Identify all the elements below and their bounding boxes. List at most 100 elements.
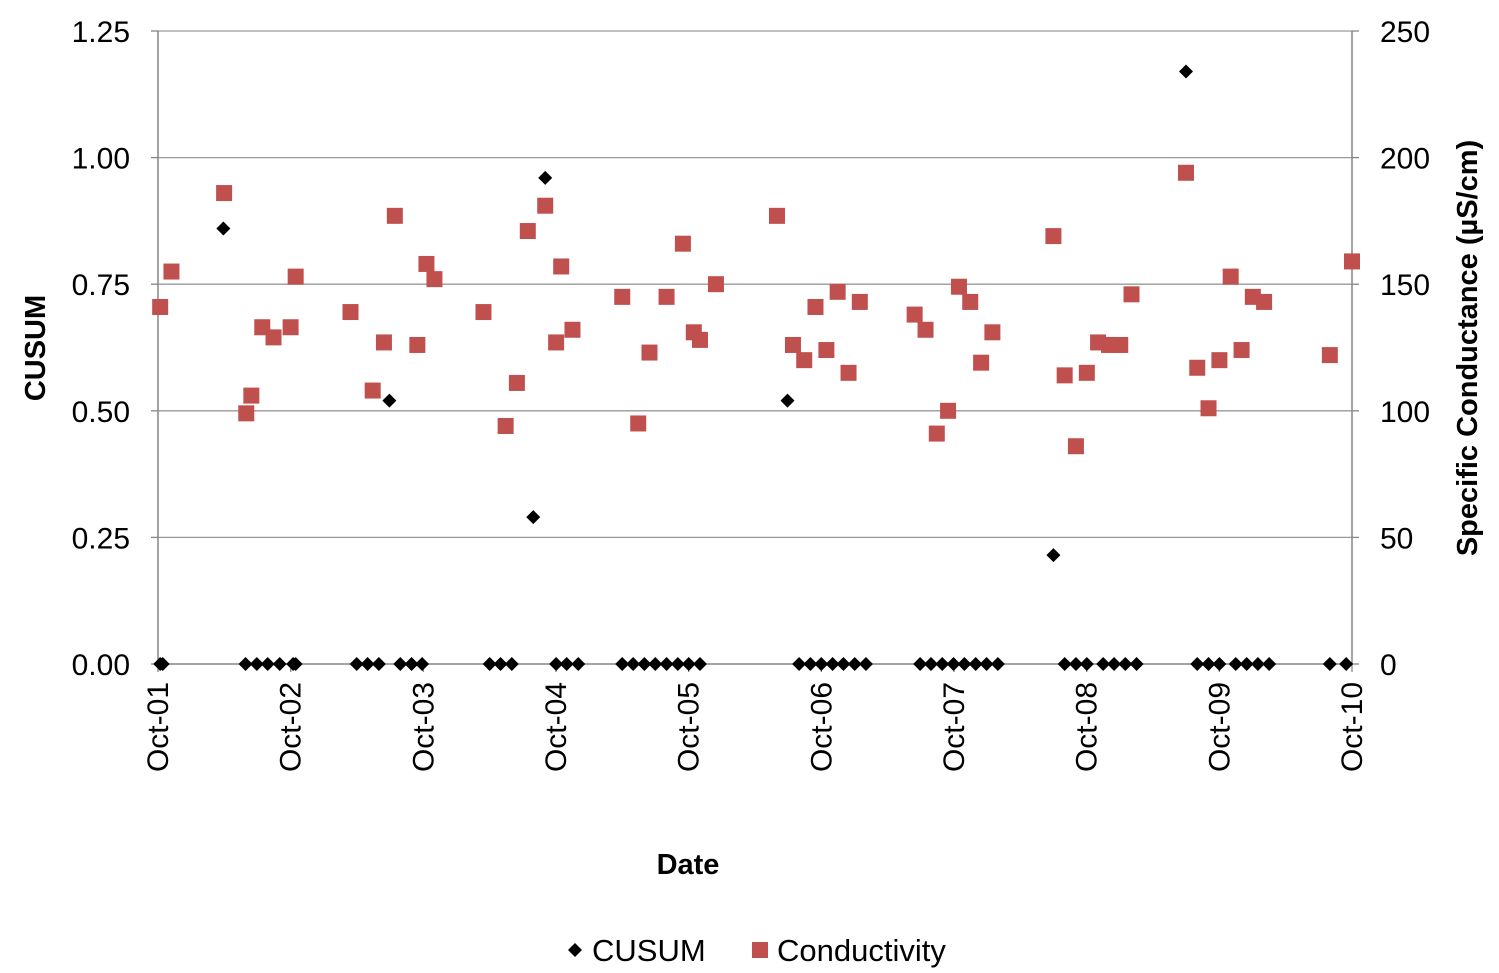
axes: 0.00 0 0.25 50 0.50 100 0.75 150 1.00 200 1.25 250 O…: [72, 16, 1430, 772]
cusum-point: [825, 657, 840, 671]
conductivity-point: [1177, 164, 1194, 181]
conductivity-point: [508, 374, 525, 391]
cusum-point: [571, 657, 586, 671]
cusum-point: [493, 657, 508, 671]
cusum-point: [1068, 657, 1083, 671]
x-tick-label: Oct-03: [407, 682, 440, 772]
cusum-point: [1339, 657, 1354, 671]
conductivity-point: [537, 197, 554, 214]
cusum-point: [670, 657, 685, 671]
y-tick-label: 0.00: [72, 649, 130, 682]
x-tick-label: Oct-08: [1071, 682, 1104, 772]
conductivity-point: [658, 288, 675, 305]
cusum-point: [935, 657, 950, 671]
cusum-point: [1322, 657, 1337, 671]
conductivity-point: [1067, 438, 1084, 455]
x-tick-label: Oct-02: [275, 682, 308, 772]
data-points: [152, 64, 1360, 671]
cusum-point: [979, 657, 994, 671]
conductivity-point: [497, 417, 514, 434]
cusum-point: [968, 657, 983, 671]
conductivity-point: [818, 342, 835, 359]
cusum-point: [814, 657, 829, 671]
cusum-point: [836, 657, 851, 671]
cusum-point: [238, 657, 253, 671]
cusum-point: [559, 657, 574, 671]
cusum-point: [482, 657, 497, 671]
conductivity-point: [265, 329, 282, 346]
cusum-point: [659, 657, 674, 671]
cusum-point: [957, 657, 972, 671]
cusum-point: [549, 657, 564, 671]
cusum-point: [1201, 657, 1216, 671]
cusum-point: [260, 657, 275, 671]
conductivity-point: [950, 278, 967, 295]
conductivity-point: [906, 306, 923, 323]
conductivity-point: [807, 298, 824, 315]
cusum-point: [1239, 657, 1254, 671]
y2-tick-label: 100: [1380, 396, 1430, 429]
conductivity-point: [829, 283, 846, 300]
conductivity-point: [973, 354, 990, 371]
cusum-point: [1118, 657, 1133, 671]
x-tick-label: Oct-09: [1203, 682, 1236, 772]
conductivity-point: [928, 425, 945, 442]
conductivity-point: [630, 415, 647, 432]
cusum-point: [1212, 657, 1227, 671]
cusum-point: [155, 657, 170, 671]
y-tick-label: 1.25: [72, 16, 130, 49]
cusum-point: [1107, 657, 1122, 671]
conductivity-point: [216, 185, 233, 202]
cusum-point: [371, 657, 386, 671]
cusum-point: [858, 657, 873, 671]
conductivity-point: [1045, 228, 1062, 245]
conductivity-point: [1321, 347, 1338, 364]
conductivity-point: [1189, 359, 1206, 376]
conductivity-point: [707, 276, 724, 293]
cusum-point: [360, 657, 375, 671]
conductivity-point: [984, 324, 1001, 341]
y-tick-label: 0.50: [72, 396, 130, 429]
cusum-point: [393, 657, 408, 671]
legend: CUSUM Conductivity: [568, 933, 946, 968]
conductivity-point: [840, 364, 857, 381]
y-tick-label: 0.25: [72, 522, 130, 555]
conductivity-point: [386, 207, 403, 224]
cusum-point: [780, 393, 795, 408]
conductivity-point: [418, 255, 435, 272]
cusum-point: [648, 657, 663, 671]
conductivity-point: [614, 288, 631, 305]
conductivity-point: [784, 336, 801, 353]
conductivity-point: [674, 235, 691, 252]
conductivity-point: [1256, 293, 1273, 310]
conductivity-point: [641, 344, 658, 361]
conductivity-point: [238, 405, 255, 422]
cusum-point: [288, 657, 303, 671]
conductivity-point: [342, 304, 359, 321]
legend-cusum-label: CUSUM: [592, 933, 706, 968]
y2-tick-label: 250: [1380, 16, 1430, 49]
y-tick-label: 1.00: [72, 143, 130, 176]
cusum-point: [1262, 657, 1277, 671]
conductivity-point: [426, 271, 443, 288]
cusum-point: [637, 657, 652, 671]
gridlines: [158, 30, 1352, 539]
cusum-point: [1079, 657, 1094, 671]
x-tick-label: Oct-01: [142, 682, 175, 772]
cusum-point: [913, 657, 928, 671]
y2-tick-label: 150: [1380, 269, 1430, 302]
x-tick-label: Oct-05: [673, 682, 706, 772]
conductivity-point: [1344, 253, 1360, 270]
conductivity-point: [243, 387, 260, 404]
conductivity-point: [962, 293, 979, 310]
conductivity-point: [409, 336, 426, 353]
conductivity-point: [564, 321, 581, 338]
cusum-point: [1178, 64, 1193, 79]
y2-axis-title: Specific Conductance (µS/cm): [1452, 140, 1484, 556]
conductivity-point: [152, 298, 169, 315]
conductivity-point: [282, 319, 299, 336]
legend-conductivity-label: Conductivity: [777, 933, 946, 968]
y2-tick-label: 50: [1380, 522, 1413, 555]
